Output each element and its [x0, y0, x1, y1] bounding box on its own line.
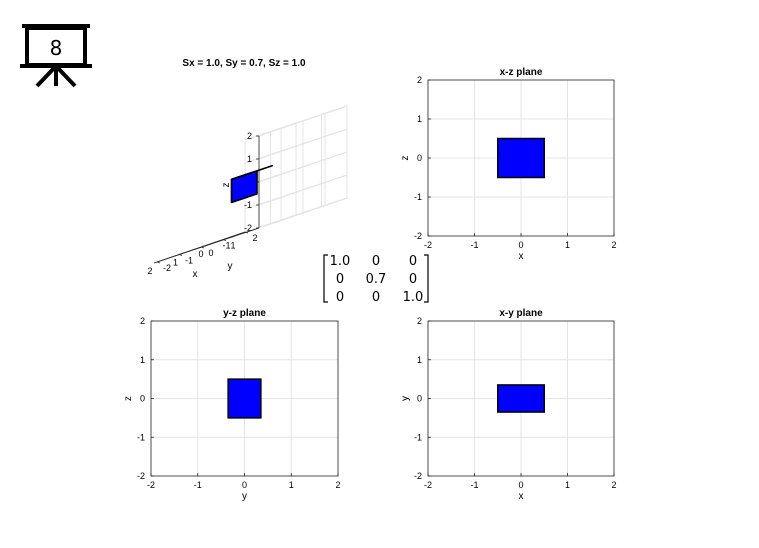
x-tick-mark: [230, 236, 234, 238]
x-axis-label: x: [519, 491, 524, 502]
y-tick-label: 2: [140, 316, 145, 326]
y-axis-label: z: [400, 156, 411, 161]
shape-rect: [497, 384, 545, 413]
wall-y-grid-h: [244, 151, 348, 187]
y-axis-label: y: [228, 261, 233, 272]
matrix-cell: 0: [409, 272, 417, 287]
y-tick-label: 1: [230, 241, 235, 251]
y-tick-mark: [200, 246, 205, 249]
x-tick-label: -1: [194, 480, 202, 490]
y-tick-label: 0: [417, 153, 422, 163]
x-tick-label: 0: [198, 249, 203, 259]
y-tick-label: -2: [414, 471, 422, 481]
x-tick-label: -2: [424, 480, 432, 490]
x-tick-mark: [204, 244, 209, 247]
y-tick-label: 2: [417, 316, 422, 326]
matrix-cell-highlight: 0.7: [366, 272, 387, 287]
plot-title: x-z plane: [500, 67, 543, 78]
projector-screen-icon: [20, 24, 92, 88]
z-axis-label: z: [221, 183, 232, 188]
x-tick-mark: [179, 253, 183, 255]
y-tick-label: -1: [414, 192, 422, 202]
y-tick-mark: [156, 261, 161, 264]
wall-y-grid-h: [244, 105, 348, 141]
slide-number: 8: [50, 36, 63, 60]
y-tick-label: 1: [417, 355, 422, 365]
x-tick-label: 2: [611, 480, 616, 490]
y-tick-label: 0: [140, 394, 145, 404]
plot-title: y-z plane: [223, 308, 266, 319]
matrix-cell: 0: [336, 272, 344, 287]
x-tick-label: 1: [173, 258, 178, 268]
z-tick-label: -2: [244, 223, 252, 233]
x-axis-label: x: [519, 251, 524, 262]
z-tick-label: -1: [244, 200, 252, 210]
y-tick-label: -1: [137, 432, 145, 442]
x-tick-label: 2: [147, 266, 152, 276]
y-tick-label: 1: [140, 355, 145, 365]
x-tick-label: 0: [242, 480, 247, 490]
x-tick-label: 1: [289, 480, 294, 490]
shape-rect: [497, 137, 545, 179]
y-tick-label: -2: [163, 263, 171, 273]
y-tick-label: 1: [417, 114, 422, 124]
x-tick-label: -1: [470, 240, 478, 250]
matrix-right-bracket: [424, 254, 429, 303]
plot-xz-plane: -2 -1 0 1 2 -2 -1 0 1 2 x-z plane x z: [400, 67, 617, 262]
x-tick-label: 2: [611, 240, 616, 250]
plot-xy-plane: -2 -1 0 1 2 -2 -1 0 1 2 x-y plane x y: [400, 308, 617, 502]
y-axis-label: y: [400, 396, 411, 401]
x-tick-label: 2: [335, 480, 340, 490]
y-tick-label: 2: [417, 75, 422, 85]
x-tick-mark: [153, 261, 158, 264]
matrix-left-bracket: [323, 254, 328, 303]
y-tick-label: 0: [208, 248, 213, 258]
y-tick-label: -1: [414, 432, 422, 442]
z-tick-label: 1: [247, 154, 252, 164]
y-tick-mark: [222, 239, 227, 241]
x-axis-label: x: [193, 269, 198, 280]
plot-title: x-y plane: [499, 308, 543, 319]
x-tick-label: 1: [565, 240, 570, 250]
scale-matrix: 1.0 0 0 0 0.7 0 0 0 1.0: [323, 254, 429, 305]
x-tick-label: 0: [518, 240, 523, 250]
matrix-cell: 0: [336, 290, 344, 305]
matrix-cell: 0: [409, 254, 417, 269]
plot-yz-plane: -2 -1 0 1 2 -2 -1 0 1 2 y-z plane y z: [123, 308, 341, 502]
x-tick-label: 0: [518, 480, 523, 490]
z-tick-label: 2: [247, 131, 252, 141]
y-tick-mark: [178, 254, 183, 256]
plot-title: Sx = 1.0, Sy = 0.7, Sz = 1.0: [182, 58, 306, 69]
y-tick-label: -2: [137, 471, 145, 481]
matrix-cell: 0: [372, 254, 380, 269]
x-tick-label: -1: [470, 480, 478, 490]
shape-rect: [227, 378, 262, 419]
y-tick-mark: [244, 231, 249, 234]
slide-badge: 8: [20, 24, 92, 88]
x-axis-label: y: [242, 491, 247, 502]
x-tick-label: -1: [222, 241, 230, 251]
x-tick-label: 1: [565, 480, 570, 490]
y-tick-label: -2: [414, 231, 422, 241]
x-tick-label: -2: [147, 480, 155, 490]
y-tick-label: -1: [185, 256, 193, 266]
floor-grid-y: [244, 197, 348, 233]
wall-y-grid-h: [244, 128, 348, 164]
x-tick-label: -2: [424, 240, 432, 250]
matrix-cell: 0: [372, 290, 380, 305]
y-tick-label: 2: [252, 233, 257, 243]
box-face-top: [230, 164, 274, 181]
y-axis-label: z: [123, 396, 134, 401]
matrix-cell: 1.0: [330, 254, 351, 269]
y-tick-label: 0: [417, 394, 422, 404]
matrix-cell: 1.0: [403, 290, 424, 305]
